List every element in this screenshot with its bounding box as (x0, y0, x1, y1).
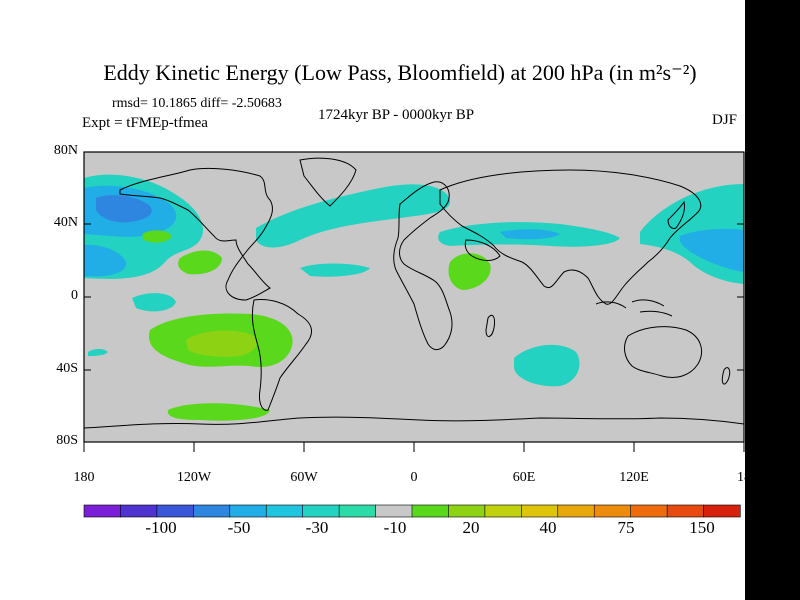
lat-label-40s: 40S (56, 361, 78, 376)
lon-label-120w: 120W (176, 470, 212, 485)
anomaly-region-atlantic-tongue (300, 263, 370, 277)
colorbar-label-75: 75 (617, 518, 635, 537)
colorbar-swatch (83, 504, 122, 518)
colorbar-label-minus30: -30 (305, 518, 329, 537)
coast-madagascar (485, 314, 495, 337)
colorbar-swatch (229, 504, 267, 518)
colorbar-label-minus100: -100 (145, 518, 177, 537)
coast-asia (439, 169, 702, 305)
colorbar-label-minus50: -50 (227, 518, 251, 537)
period-label: 1724kyr BP - 0000kyr BP (318, 107, 475, 123)
coast-south-america (251, 299, 313, 411)
colorbar-swatch (156, 504, 194, 518)
colorbar-swatch (593, 504, 632, 518)
lon-label-60e: 60E (512, 470, 536, 485)
lat-label-0: 0 (71, 288, 78, 303)
anomaly-region-pacific-green (142, 230, 172, 243)
coast-europe-africa (393, 181, 453, 351)
colorbar-swatch (265, 504, 304, 518)
coast-antarctica (84, 416, 744, 429)
anomaly-shading (84, 174, 744, 421)
lon-label-180: 180 (73, 470, 95, 485)
colorbar (83, 504, 741, 518)
colorbar-swatch (375, 504, 413, 518)
anomaly-region-pacific-lobe (84, 244, 127, 277)
colorbar-swatch (521, 504, 559, 518)
colorbar-swatch (338, 504, 377, 518)
coast-greenland (299, 157, 357, 207)
anomaly-region-africa-green (448, 253, 491, 290)
lat-label-80n: 80N (53, 143, 78, 158)
lat-label-40n: 40N (53, 215, 78, 230)
right-edge-bar (745, 0, 800, 600)
lat-ticks (84, 151, 744, 443)
colorbar-swatch (302, 504, 340, 518)
lon-label-120e: 120E (619, 470, 649, 485)
colorbar-swatch (193, 504, 231, 518)
coast-australia (624, 326, 702, 378)
anomaly-region-indian-ocean (514, 344, 580, 387)
anomaly-region-asia-jet-core (500, 229, 560, 240)
colorbar-label-150: 150 (689, 518, 715, 537)
colorbar-label-40: 40 (539, 518, 557, 537)
colorbar-label-minus10: -10 (383, 518, 407, 537)
anomaly-region-south-pacific-core (186, 330, 257, 357)
anomaly-region-south-pacific-west (88, 349, 108, 356)
anomaly-region-north-pacific-max (96, 195, 152, 223)
season-label: DJF (712, 112, 738, 128)
colorbar-swatch (630, 504, 668, 518)
colorbar-swatch (411, 504, 450, 518)
lon-label-0: 0 (410, 470, 418, 485)
lon-label-60w: 60W (290, 470, 318, 485)
lon-ticks (83, 442, 745, 452)
colorbar-swatch (703, 504, 741, 518)
experiment-label: Expt = tFMEp-tfmea (82, 115, 208, 131)
coastlines (84, 157, 744, 429)
colorbar-swatch (448, 504, 486, 518)
colorbar-label-20: 20 (462, 518, 480, 537)
colorbar-swatch (557, 504, 595, 518)
stats-text: rmsd= 10.1865 diff= -2.50683 (112, 96, 282, 111)
coast-north-america (119, 167, 273, 301)
coast-japan (667, 200, 685, 229)
coast-arabia (464, 239, 501, 261)
coast-new-zealand (721, 367, 731, 385)
lat-label-80s: 80S (56, 433, 78, 448)
anomaly-region-east-pacific (132, 293, 176, 312)
colorbar-swatch (666, 504, 705, 518)
anomaly-region-north-atlantic (256, 184, 451, 248)
coast-indonesia (595, 299, 673, 317)
colorbar-swatch (120, 504, 158, 518)
anomaly-region-southern-ocean (167, 403, 270, 421)
anomaly-region-north-america-green (178, 250, 222, 275)
plot-title: Eddy Kinetic Energy (Low Pass, Bloomfiel… (103, 60, 697, 85)
anomaly-region-northwest-pacific-core (679, 228, 744, 272)
colorbar-swatch (484, 504, 522, 518)
